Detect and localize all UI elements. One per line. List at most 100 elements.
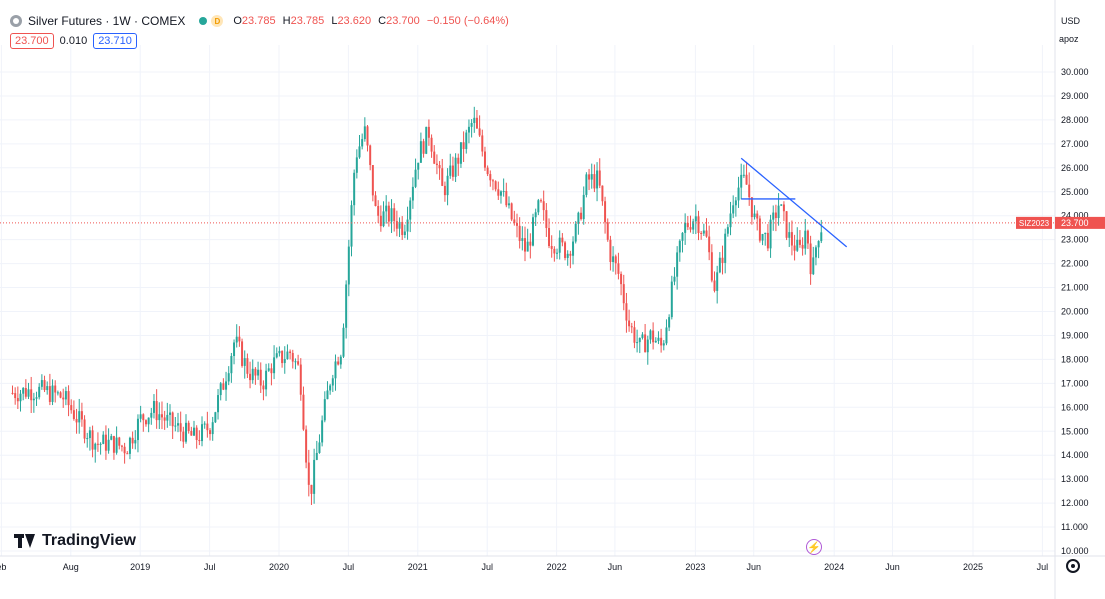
currency-selector[interactable]: USD bbox=[1061, 16, 1081, 26]
x-tick-label: 2020 bbox=[269, 562, 289, 572]
candle-body bbox=[705, 230, 708, 237]
candle-body bbox=[182, 431, 185, 442]
candle-body bbox=[339, 356, 342, 365]
candle-body bbox=[510, 203, 513, 220]
candle-body bbox=[633, 327, 636, 343]
candle-body bbox=[390, 208, 393, 222]
scale-mode-selector[interactable]: apoz bbox=[1059, 34, 1079, 44]
candle-body bbox=[265, 370, 268, 390]
candle-body bbox=[758, 218, 761, 241]
candle-body bbox=[419, 141, 422, 163]
candle-body bbox=[617, 263, 620, 274]
candle-body bbox=[270, 368, 273, 374]
candle-body bbox=[243, 358, 246, 366]
candle-body bbox=[435, 163, 438, 166]
candle-body bbox=[126, 453, 129, 455]
candle-body bbox=[700, 232, 703, 234]
candle-body bbox=[120, 445, 123, 447]
candle-body bbox=[297, 361, 300, 365]
candle-body bbox=[225, 381, 228, 390]
y-tick-label: 19.000 bbox=[1061, 330, 1089, 340]
candle-body bbox=[545, 210, 548, 229]
candle-body bbox=[355, 157, 358, 173]
candle-body bbox=[152, 401, 155, 413]
candle-body bbox=[561, 237, 564, 243]
current-price-label: 23.700 bbox=[1061, 218, 1089, 228]
candle-body bbox=[620, 273, 623, 285]
candle-body bbox=[529, 241, 532, 246]
candle-body bbox=[35, 397, 38, 399]
candle-body bbox=[718, 257, 721, 273]
candle-body bbox=[241, 341, 244, 366]
candle-body bbox=[254, 368, 257, 376]
candle-body bbox=[513, 219, 516, 224]
lightning-icon[interactable]: ⚡ bbox=[806, 539, 822, 555]
x-tick-label: Aug bbox=[63, 562, 79, 572]
candle-body bbox=[190, 430, 193, 436]
candle-body bbox=[585, 174, 588, 195]
candle-body bbox=[249, 373, 252, 381]
candle-body bbox=[438, 165, 441, 169]
candle-body bbox=[350, 205, 353, 247]
sell-price-button[interactable]: 23.700 bbox=[10, 33, 54, 49]
candle-body bbox=[246, 358, 249, 374]
candle-body bbox=[281, 350, 284, 364]
candle-body bbox=[88, 430, 91, 439]
candle-body bbox=[777, 205, 780, 219]
candle-body bbox=[692, 221, 695, 230]
candle-body bbox=[523, 238, 526, 252]
candle-body bbox=[179, 423, 182, 432]
candle-body bbox=[785, 211, 788, 238]
candle-body bbox=[283, 359, 286, 364]
candle-body bbox=[649, 330, 652, 340]
candle-body bbox=[366, 126, 369, 146]
candle-body bbox=[96, 443, 99, 445]
candle-body bbox=[716, 272, 719, 291]
gear-icon[interactable] bbox=[1066, 559, 1080, 573]
candle-body bbox=[670, 281, 673, 318]
candle-body bbox=[491, 180, 494, 182]
candle-body bbox=[614, 256, 617, 264]
buy-price-button[interactable]: 23.710 bbox=[93, 33, 137, 49]
y-tick-label: 29.000 bbox=[1061, 91, 1089, 101]
candle-body bbox=[144, 420, 147, 425]
x-tick-label: Jun bbox=[885, 562, 900, 572]
candle-body bbox=[379, 215, 382, 227]
candle-body bbox=[406, 219, 409, 232]
candle-body bbox=[24, 388, 27, 397]
candle-body bbox=[427, 126, 430, 138]
candle-body bbox=[411, 186, 414, 201]
candle-body bbox=[499, 191, 502, 196]
candle-body bbox=[14, 393, 17, 399]
candle-body bbox=[489, 174, 492, 181]
candle-body bbox=[251, 368, 254, 381]
tradingview-logo[interactable]: TradingView bbox=[14, 532, 136, 550]
candle-body bbox=[401, 221, 404, 236]
candle-body bbox=[209, 430, 212, 435]
candle-body bbox=[150, 412, 153, 418]
market-open-icon bbox=[199, 17, 208, 25]
candle-body bbox=[27, 389, 30, 397]
candle-body bbox=[211, 422, 214, 435]
candle-body bbox=[235, 336, 238, 343]
candle-body bbox=[166, 414, 169, 421]
candle-body bbox=[462, 142, 465, 150]
candle-body bbox=[660, 337, 663, 346]
candle-body bbox=[542, 201, 545, 211]
candle-body bbox=[155, 401, 158, 421]
candle-body bbox=[414, 169, 417, 187]
candle-body bbox=[22, 388, 25, 394]
price-label-bg bbox=[1055, 216, 1105, 229]
candle-body bbox=[558, 237, 561, 253]
candle-body bbox=[665, 327, 668, 344]
candle-body bbox=[449, 165, 452, 176]
candle-body bbox=[11, 392, 14, 394]
candle-body bbox=[369, 145, 372, 166]
candle-body bbox=[174, 425, 177, 427]
candle-body bbox=[721, 257, 724, 263]
chart-title[interactable]: Silver Futures · 1W · COMEX bbox=[28, 14, 186, 28]
candle-body bbox=[40, 380, 43, 387]
candle-body bbox=[262, 385, 265, 390]
candle-body bbox=[30, 389, 33, 401]
